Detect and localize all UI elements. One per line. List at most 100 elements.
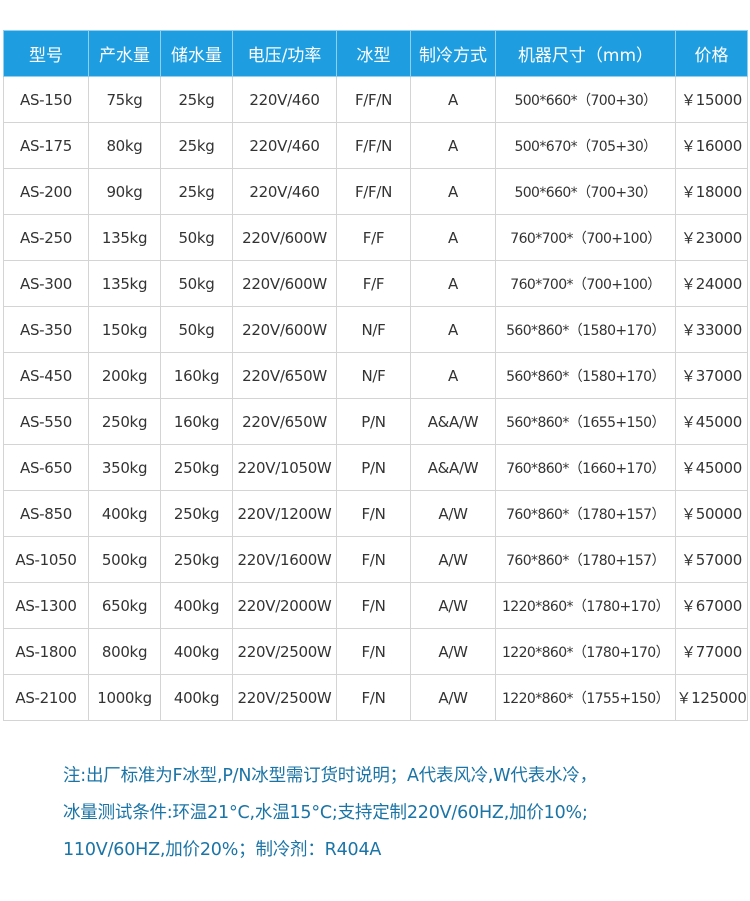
- cell-voltage-power: 220V/650W: [232, 352, 337, 399]
- cell-storage: 25kg: [160, 168, 233, 215]
- cell-storage: 250kg: [160, 444, 233, 491]
- cell-cooling: A: [410, 122, 496, 169]
- cell-dimensions: 560*860*（1580+170）: [495, 306, 676, 353]
- cell-cooling: A/W: [410, 628, 496, 675]
- spec-table: 型号 产水量 储水量 电压/功率 冰型 制冷方式 机器尺寸（mm） 价格 AS-150 75kg…: [3, 30, 748, 721]
- cell-voltage-power: 220V/600W: [232, 260, 337, 307]
- cell-model: AS-850: [3, 490, 89, 537]
- cell-model: AS-450: [3, 352, 89, 399]
- cell-cooling: A&A/W: [410, 398, 496, 445]
- cell-voltage-power: 220V/1200W: [232, 490, 337, 537]
- cell-voltage-power: 220V/2500W: [232, 628, 337, 675]
- cell-output: 80kg: [88, 122, 161, 169]
- cell-price: ￥24000: [675, 260, 748, 307]
- cell-ice-type: F/N: [336, 536, 411, 583]
- cell-ice-type: P/N: [336, 444, 411, 491]
- cell-price: ￥18000: [675, 168, 748, 215]
- note-line-2: 冰量测试条件:环温21°C,水温15°C;支持定制220V/60HZ,加价10%…: [63, 803, 588, 823]
- cell-model: AS-175: [3, 122, 89, 169]
- cell-price: ￥37000: [675, 352, 748, 399]
- cell-price: ￥16000: [675, 122, 748, 169]
- table-row: AS-650 350kg 250kg 220V/1050W P/N A&A/W 760*86…: [3, 444, 748, 491]
- cell-output: 1000kg: [88, 674, 161, 721]
- cell-model: AS-1800: [3, 628, 89, 675]
- notes: 注:出厂标准为F冰型,P/N冰型需订货时说明；A代表风冷,W代表水冷， 冰量测试…: [63, 758, 743, 869]
- column-header-model: 型号: [3, 30, 89, 77]
- cell-dimensions: 560*860*（1655+150）: [495, 398, 676, 445]
- cell-voltage-power: 220V/1600W: [232, 536, 337, 583]
- cell-ice-type: F/F/N: [336, 122, 411, 169]
- cell-price: ￥33000: [675, 306, 748, 353]
- cell-ice-type: F/F/N: [336, 76, 411, 123]
- cell-dimensions: 500*670*（705+30）: [495, 122, 676, 169]
- cell-price: ￥77000: [675, 628, 748, 675]
- cell-model: AS-2100: [3, 674, 89, 721]
- cell-model: AS-300: [3, 260, 89, 307]
- cell-dimensions: 1220*860*（1780+170）: [495, 628, 676, 675]
- cell-ice-type: F/N: [336, 490, 411, 537]
- cell-ice-type: F/F: [336, 260, 411, 307]
- cell-model: AS-200: [3, 168, 89, 215]
- cell-model: AS-350: [3, 306, 89, 353]
- cell-dimensions: 500*660*（700+30）: [495, 76, 676, 123]
- cell-storage: 400kg: [160, 674, 233, 721]
- cell-model: AS-650: [3, 444, 89, 491]
- cell-dimensions: 760*700*（700+100）: [495, 214, 676, 261]
- cell-cooling: A/W: [410, 582, 496, 629]
- cell-dimensions: 560*860*（1580+170）: [495, 352, 676, 399]
- cell-ice-type: N/F: [336, 352, 411, 399]
- cell-storage: 250kg: [160, 536, 233, 583]
- cell-output: 200kg: [88, 352, 161, 399]
- cell-ice-type: F/N: [336, 628, 411, 675]
- cell-ice-type: P/N: [336, 398, 411, 445]
- cell-ice-type: N/F: [336, 306, 411, 353]
- table-row: AS-150 75kg 25kg 220V/460 F/F/N A 500*660*（700…: [3, 76, 748, 123]
- table-row: AS-350 150kg 50kg 220V/600W N/F A 560*860*（158…: [3, 306, 748, 353]
- cell-dimensions: 1220*860*（1780+170）: [495, 582, 676, 629]
- cell-price: ￥23000: [675, 214, 748, 261]
- cell-storage: 50kg: [160, 214, 233, 261]
- cell-price: ￥57000: [675, 536, 748, 583]
- cell-voltage-power: 220V/460: [232, 168, 337, 215]
- cell-price: ￥45000: [675, 398, 748, 445]
- cell-storage: 400kg: [160, 628, 233, 675]
- cell-cooling: A: [410, 168, 496, 215]
- cell-cooling: A/W: [410, 536, 496, 583]
- cell-cooling: A/W: [410, 490, 496, 537]
- cell-cooling: A&A/W: [410, 444, 496, 491]
- cell-ice-type: F/F/N: [336, 168, 411, 215]
- cell-ice-type: F/F: [336, 214, 411, 261]
- cell-voltage-power: 220V/460: [232, 76, 337, 123]
- cell-dimensions: 500*660*（700+30）: [495, 168, 676, 215]
- header-row: 型号 产水量 储水量 电压/功率 冰型 制冷方式 机器尺寸（mm） 价格: [3, 30, 748, 77]
- cell-output: 650kg: [88, 582, 161, 629]
- cell-voltage-power: 220V/2000W: [232, 582, 337, 629]
- cell-storage: 160kg: [160, 398, 233, 445]
- cell-output: 800kg: [88, 628, 161, 675]
- cell-dimensions: 760*860*（1660+170）: [495, 444, 676, 491]
- cell-output: 135kg: [88, 214, 161, 261]
- cell-cooling: A: [410, 214, 496, 261]
- cell-cooling: A: [410, 352, 496, 399]
- table-row: AS-175 80kg 25kg 220V/460 F/F/N A 500*670*（705…: [3, 122, 748, 169]
- cell-model: AS-1050: [3, 536, 89, 583]
- cell-ice-type: F/N: [336, 582, 411, 629]
- cell-dimensions: 760*860*（1780+157）: [495, 490, 676, 537]
- cell-storage: 250kg: [160, 490, 233, 537]
- cell-price: ￥15000: [675, 76, 748, 123]
- cell-storage: 50kg: [160, 306, 233, 353]
- cell-voltage-power: 220V/460: [232, 122, 337, 169]
- table-row: AS-850 400kg 250kg 220V/1200W F/N A/W 760*860*…: [3, 490, 748, 537]
- cell-storage: 25kg: [160, 76, 233, 123]
- cell-dimensions: 1220*860*（1755+150）: [495, 674, 676, 721]
- cell-model: AS-550: [3, 398, 89, 445]
- cell-voltage-power: 220V/600W: [232, 214, 337, 261]
- cell-output: 150kg: [88, 306, 161, 353]
- column-header-output: 产水量: [88, 30, 161, 77]
- cell-output: 250kg: [88, 398, 161, 445]
- cell-cooling: A: [410, 76, 496, 123]
- column-header-price: 价格: [675, 30, 748, 77]
- cell-output: 400kg: [88, 490, 161, 537]
- table-row: AS-300 135kg 50kg 220V/600W F/F A 760*700*（700…: [3, 260, 748, 307]
- table-row: AS-1300 650kg 400kg 220V/2000W F/N A/W 1220*86…: [3, 582, 748, 629]
